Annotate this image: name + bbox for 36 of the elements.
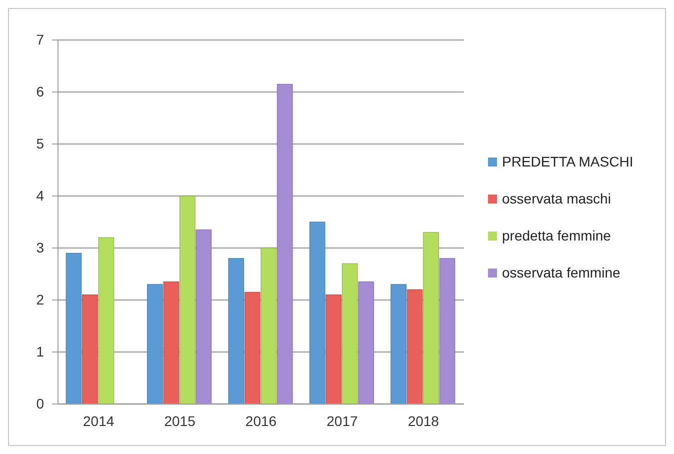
y-tick-label: 5	[36, 135, 44, 152]
bar	[390, 284, 406, 404]
x-tick-label: 2014	[83, 412, 114, 429]
x-tick-label: 2015	[164, 412, 196, 429]
y-tick-label: 0	[36, 395, 44, 412]
bar	[423, 232, 439, 404]
bar	[326, 294, 342, 404]
legend-label: osservata femmine	[502, 264, 620, 280]
legend-label: predetta femmine	[502, 228, 612, 244]
bar	[260, 248, 277, 404]
bar	[342, 263, 358, 404]
x-tick-label: 2018	[408, 412, 440, 429]
y-tick-label: 7	[36, 31, 44, 48]
bar	[309, 222, 326, 404]
y-tick-label: 2	[36, 291, 44, 308]
bar	[439, 258, 456, 404]
bar	[244, 292, 260, 404]
bar	[228, 258, 244, 404]
legend-label: PREDETTA MASCHI	[502, 154, 634, 170]
bar	[163, 282, 180, 404]
bar	[358, 282, 374, 404]
bar	[406, 289, 423, 404]
y-tick-label: 4	[36, 187, 44, 204]
y-tick-label: 6	[36, 83, 44, 100]
bar	[66, 252, 82, 404]
bar	[196, 230, 212, 404]
bar	[82, 294, 98, 404]
x-tick-label: 2016	[245, 412, 277, 429]
x-tick-label: 2017	[326, 412, 358, 429]
bar	[276, 84, 293, 404]
bar	[98, 237, 114, 404]
legend-label: osservata maschi	[502, 190, 611, 206]
y-tick-label: 1	[36, 343, 44, 360]
bar	[180, 196, 196, 404]
bar	[147, 284, 163, 404]
y-tick-label: 3	[36, 239, 44, 256]
